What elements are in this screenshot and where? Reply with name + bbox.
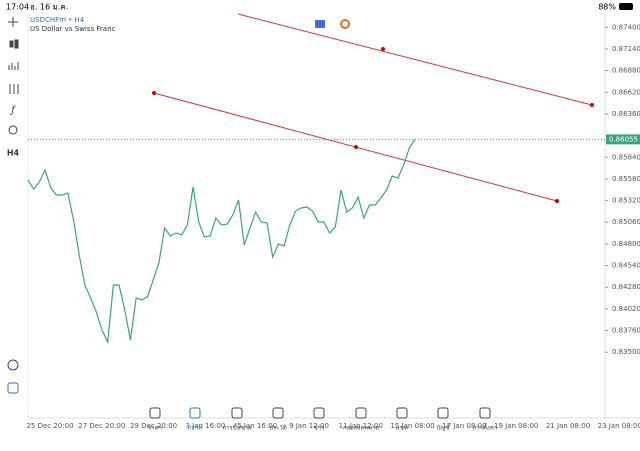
nav-icon[interactable]	[189, 407, 201, 419]
nav-icon[interactable]	[313, 407, 325, 419]
y-tick-label: 0.83760	[612, 327, 640, 335]
nav-icon[interactable]	[355, 407, 367, 419]
y-tick-label: 0.84540	[612, 262, 640, 270]
flag-icon	[340, 19, 350, 29]
signal-tool[interactable]	[7, 359, 19, 371]
flag-icon	[315, 20, 325, 28]
x-tick-label: 3 Jan 16:00	[185, 422, 225, 430]
y-tick-label: 0.86880	[612, 67, 640, 75]
trend-line	[237, 13, 593, 106]
y-tick-label: 0.86360	[612, 110, 640, 118]
x-tick-label: 29 Dec 20:00	[130, 422, 177, 430]
trend-point	[381, 47, 385, 51]
x-tick-label: 25 Dec 20:00	[26, 422, 73, 430]
trend-point	[590, 103, 594, 107]
y-tick-label: 0.84800	[612, 240, 640, 248]
nav-icon[interactable]	[272, 407, 284, 419]
nav-label[interactable]: แชท	[396, 425, 408, 432]
left-toolbar: ƒ	[7, 17, 19, 394]
symbol-title: USDCHFm • H4	[30, 16, 85, 24]
chart-type-tool[interactable]	[9, 40, 14, 48]
nav-icon[interactable]	[231, 407, 243, 419]
trend-points	[152, 47, 594, 203]
y-tick-label: 0.84020	[612, 305, 640, 313]
status-time: 17:04	[6, 3, 29, 12]
price-line	[27, 139, 416, 345]
nav-label[interactable]: ราคา	[148, 425, 162, 432]
x-tick-label: 15 Jan 08:00	[390, 422, 434, 430]
nav-label[interactable]: ประวัติ	[269, 425, 287, 432]
y-tick-label: 0.85840	[612, 153, 640, 161]
nav-icon[interactable]	[396, 407, 408, 419]
status-battery: 88%	[598, 3, 616, 12]
y-tick-label: 0.87400	[612, 23, 640, 31]
y-tick-label: 0.85320	[612, 197, 640, 205]
y-tick-label: 0.85580	[612, 175, 640, 183]
x-tick-label: 27 Dec 20:00	[78, 422, 125, 430]
y-tick-label: 0.83500	[612, 348, 640, 356]
nav-label[interactable]: บัญชี	[437, 424, 450, 432]
nav-label[interactable]: กล่องจดหมาย	[343, 425, 379, 432]
y-tick-label: 0.86620	[612, 88, 640, 96]
nav-label[interactable]: การซื้อขาย	[223, 422, 252, 432]
timeframe-button[interactable]: H4	[7, 149, 20, 158]
trend-point	[354, 145, 358, 149]
current-price-label: 0.86055	[609, 135, 638, 143]
nav-icon[interactable]	[437, 407, 449, 419]
indicators-tool[interactable]	[8, 62, 19, 70]
trend-point	[555, 199, 559, 203]
x-tick-label: 19 Jan 08:00	[494, 422, 538, 430]
x-tick-label: 11 Jan 12:00	[339, 422, 383, 430]
nav-icon[interactable]	[479, 407, 491, 419]
symbol-description: US Dollar vs Swiss Franc	[30, 25, 116, 33]
y-tick-label: 0.87140	[612, 45, 640, 53]
chart-type-tool[interactable]	[14, 39, 19, 49]
current-price-box	[606, 134, 640, 145]
x-tick-label: 23 Jan 08:00	[598, 422, 640, 430]
settings-tool[interactable]	[9, 84, 19, 94]
nav-label[interactable]: กราฟ	[188, 425, 202, 432]
y-tick-label: 0.84280	[612, 283, 640, 291]
objects-tool[interactable]	[8, 125, 18, 135]
status-date: อ. 16 ม.ค.	[30, 3, 68, 12]
nav-label[interactable]: การตั้งค่า	[473, 422, 497, 432]
x-tick-label: 17 Jan 08:00	[442, 422, 486, 430]
function-tool[interactable]: ƒ	[9, 105, 16, 116]
x-tick-label: 21 Jan 08:00	[546, 422, 590, 430]
x-tick-label: 5 Jan 16:00	[237, 422, 277, 430]
trade-tool[interactable]	[7, 382, 19, 394]
y-tick-label: 0.85060	[612, 218, 640, 226]
nav-icon[interactable]	[149, 407, 161, 419]
x-tick-label: 9 Jan 12:00	[289, 422, 329, 430]
trend-point	[152, 91, 156, 95]
battery-icon	[619, 3, 633, 10]
nav-label[interactable]: ข่าว	[314, 425, 325, 432]
crosshair-tool[interactable]	[8, 17, 18, 27]
